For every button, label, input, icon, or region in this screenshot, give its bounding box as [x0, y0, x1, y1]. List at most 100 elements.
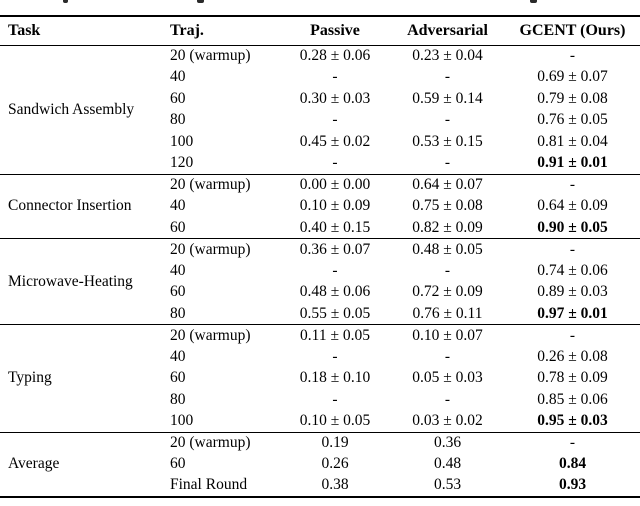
table-row: 80 0.55 ± 0.05 0.76 ± 0.11 0.97 ± 0.01: [0, 303, 640, 325]
traj-cell: 120: [170, 154, 194, 171]
passive-cell: -: [332, 347, 338, 365]
table-row: 40 - - 0.26 ± 0.08: [0, 346, 640, 368]
gcent-cell: 0.97 ± 0.01: [537, 304, 608, 322]
gcent-cell: 0.69 ± 0.07: [537, 68, 608, 86]
adversarial-cell: -: [444, 347, 451, 365]
table-row: Typing 20 (warmup) 0.11 ± 0.05 0.10 ± 0.07 -: [0, 325, 640, 387]
gcent-cell: 0.79 ± 0.08: [537, 89, 608, 107]
adversarial-cell: 0.53 ± 0.15: [412, 132, 483, 150]
table-header: Task Traj. Passive Adversarial GCENT (Ou…: [0, 16, 640, 45]
table-row: 80 - - 0.85 ± 0.06: [0, 389, 640, 411]
section-connector-insertion: Connector Insertion 20 (warmup) 0.00 ± 0.0…: [0, 174, 640, 239]
passive-cell: -: [332, 68, 338, 86]
table-row: Sandwich Assembly 20 (warmup) 0.28 ± 0.06 0…: [0, 45, 640, 118]
table-row: 120 - - 0.91 ± 0.01: [0, 153, 640, 175]
adversarial-cell: 0.36: [433, 434, 462, 451]
table-row: 100 0.10 ± 0.05 0.03 ± 0.02 0.95 ± 0.03: [0, 411, 640, 433]
clipped-text-fragment: [63, 0, 68, 3]
clipped-caption-line: [0, 0, 640, 15]
gcent-cell: 0.81 ± 0.04: [537, 132, 608, 150]
passive-cell: 0.00 ± 0.00: [299, 176, 371, 193]
task-label: Microwave-Heating: [8, 272, 133, 290]
traj-cell: 20 (warmup): [170, 434, 251, 451]
column-header-adversarial: Adversarial: [407, 21, 488, 39]
passive-cell: -: [332, 390, 338, 408]
traj-cell: 100: [170, 132, 194, 150]
adversarial-cell: 0.64 ± 0.07: [412, 176, 483, 193]
adversarial-cell: 0.82 ± 0.09: [412, 218, 483, 236]
passive-cell: 0.28 ± 0.06: [299, 47, 371, 64]
table-row: 60 0.48 ± 0.06 0.72 ± 0.09 0.89 ± 0.03: [0, 282, 640, 304]
table-row: 40 0.10 ± 0.09 0.75 ± 0.08 0.64 ± 0.09: [0, 196, 640, 218]
section-typing: Typing 20 (warmup) 0.11 ± 0.05 0.10 ± 0.07 -…: [0, 324, 640, 433]
traj-cell: 40: [170, 347, 186, 365]
gcent-cell: 0.91 ± 0.01: [537, 154, 608, 171]
gcent-cell: -: [569, 176, 576, 193]
passive-cell: -: [332, 111, 338, 129]
section-sandwich-assembly: Sandwich Assembly 20 (warmup) 0.28 ± 0.06 0…: [0, 45, 640, 174]
table-row: 40 - - 0.74 ± 0.06: [0, 260, 640, 282]
gcent-cell: 0.95 ± 0.03: [537, 412, 608, 429]
traj-cell: 20 (warmup): [170, 240, 251, 258]
column-header-task: Task: [8, 21, 41, 39]
table-row: 80 - - 0.76 ± 0.05: [0, 110, 640, 132]
adversarial-cell: -: [444, 68, 451, 86]
column-header-traj: Traj.: [170, 21, 204, 39]
traj-cell: 80: [170, 304, 186, 322]
section-microwave-heating: Microwave-Heating 20 (warmup) 0.36 ± 0.07 0…: [0, 238, 640, 325]
table-row: Connector Insertion 20 (warmup) 0.00 ± 0.0…: [0, 174, 640, 214]
gcent-cell: 0.89 ± 0.03: [537, 283, 608, 301]
gcent-cell: 0.78 ± 0.09: [537, 369, 608, 387]
task-label: Average: [8, 455, 60, 472]
adversarial-cell: -: [444, 261, 451, 279]
task-label: Typing: [8, 369, 52, 387]
passive-cell: 0.11 ± 0.05: [300, 326, 370, 344]
task-label: Sandwich Assembly: [8, 100, 135, 118]
traj-cell: 20 (warmup): [170, 326, 251, 344]
adversarial-cell: -: [444, 111, 451, 129]
passive-cell: -: [332, 154, 338, 171]
traj-cell: 40: [170, 261, 186, 279]
adversarial-cell: 0.48: [433, 455, 462, 473]
traj-cell: 60: [170, 369, 186, 387]
adversarial-cell: 0.76 ± 0.11: [412, 304, 483, 322]
traj-cell: 60: [170, 455, 186, 473]
passive-cell: 0.48 ± 0.06: [299, 283, 371, 301]
adversarial-cell: -: [444, 390, 451, 408]
gcent-cell: -: [569, 47, 576, 64]
gcent-cell: 0.90 ± 0.05: [537, 218, 608, 236]
passive-cell: 0.30 ± 0.03: [299, 89, 371, 107]
gcent-cell: -: [569, 240, 576, 258]
table-row: 60 0.26 0.48 0.84: [0, 454, 640, 476]
adversarial-cell: 0.59 ± 0.14: [412, 89, 483, 107]
gcent-cell: -: [569, 434, 576, 451]
gcent-cell: -: [569, 326, 576, 344]
traj-cell: 60: [170, 218, 186, 236]
table-row: 60 0.18 ± 0.10 0.05 ± 0.03 0.78 ± 0.09: [0, 368, 640, 390]
table-row: Final Round 0.38 0.53 0.93: [0, 475, 640, 497]
traj-cell: 80: [170, 111, 186, 129]
section-average: Average 20 (warmup) 0.19 0.36 - 60 0.26 0.48 0.8…: [0, 432, 640, 497]
passive-cell: 0.45 ± 0.02: [299, 132, 371, 150]
passive-cell: 0.26: [321, 455, 349, 473]
clipped-text-fragment: [530, 0, 537, 3]
column-header-passive: Passive: [310, 21, 360, 39]
table-row: 40 - - 0.69 ± 0.07: [0, 67, 640, 89]
task-label: Connector Insertion: [8, 197, 132, 215]
adversarial-cell: 0.23 ± 0.04: [412, 47, 483, 64]
adversarial-cell: 0.75 ± 0.08: [412, 197, 483, 215]
passive-cell: -: [332, 261, 338, 279]
table-row: 100 0.45 ± 0.02 0.53 ± 0.15 0.81 ± 0.04: [0, 131, 640, 153]
clipped-text-fragment: [197, 0, 204, 3]
traj-cell: Final Round: [170, 476, 248, 494]
gcent-cell: 0.26 ± 0.08: [537, 347, 608, 365]
traj-cell: 80: [170, 390, 186, 408]
gcent-cell: 0.85 ± 0.06: [537, 390, 608, 408]
passive-cell: 0.10 ± 0.05: [299, 412, 371, 429]
traj-cell: 20 (warmup): [170, 47, 251, 64]
results-table: Task Traj. Passive Adversarial GCENT (Ou…: [0, 15, 640, 498]
table-row: Microwave-Heating 20 (warmup) 0.36 ± 0.07 0…: [0, 239, 640, 290]
gcent-cell: 0.84: [558, 455, 587, 473]
adversarial-cell: 0.48 ± 0.05: [412, 240, 483, 258]
